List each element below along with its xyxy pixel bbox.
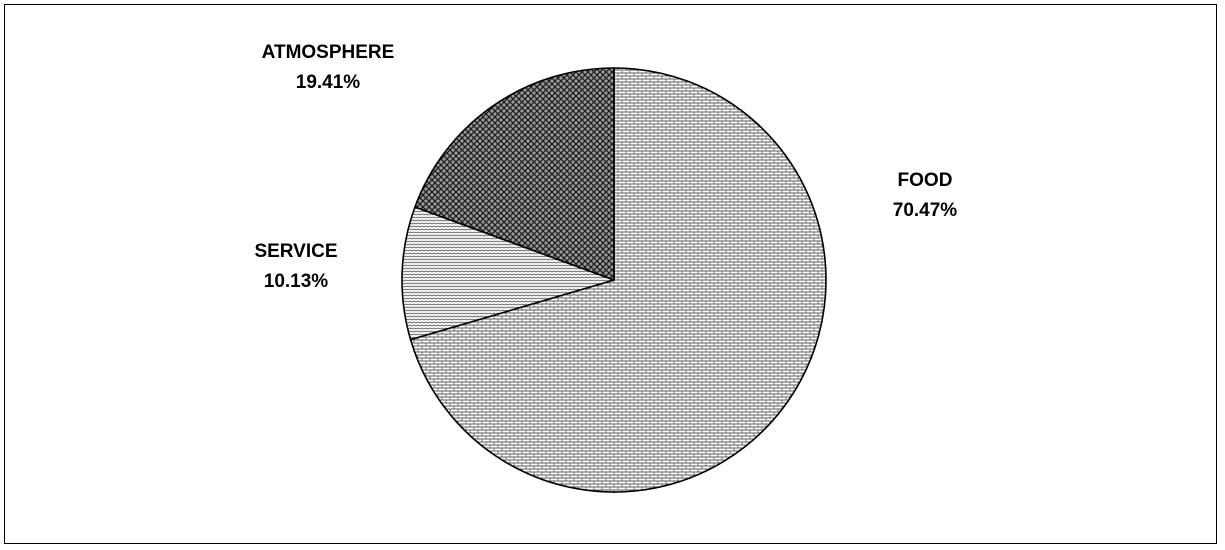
slice-value-service: 10.13% bbox=[264, 271, 329, 292]
pie-labels: FOOD 70.47% SERVICE 10.13% ATMOSPHERE 19… bbox=[254, 42, 957, 292]
pie-slices bbox=[401, 67, 827, 493]
slice-value-food: 70.47% bbox=[893, 200, 958, 221]
pie-slice-atmosphere bbox=[414, 67, 615, 281]
slice-label-service: SERVICE bbox=[254, 241, 337, 262]
pie-slice-service bbox=[401, 206, 615, 341]
slice-value-atmosphere: 19.41% bbox=[296, 72, 361, 93]
pie-slice-food bbox=[409, 67, 827, 493]
slice-label-food: FOOD bbox=[898, 170, 953, 191]
slice-label-atmosphere: ATMOSPHERE bbox=[262, 42, 395, 63]
